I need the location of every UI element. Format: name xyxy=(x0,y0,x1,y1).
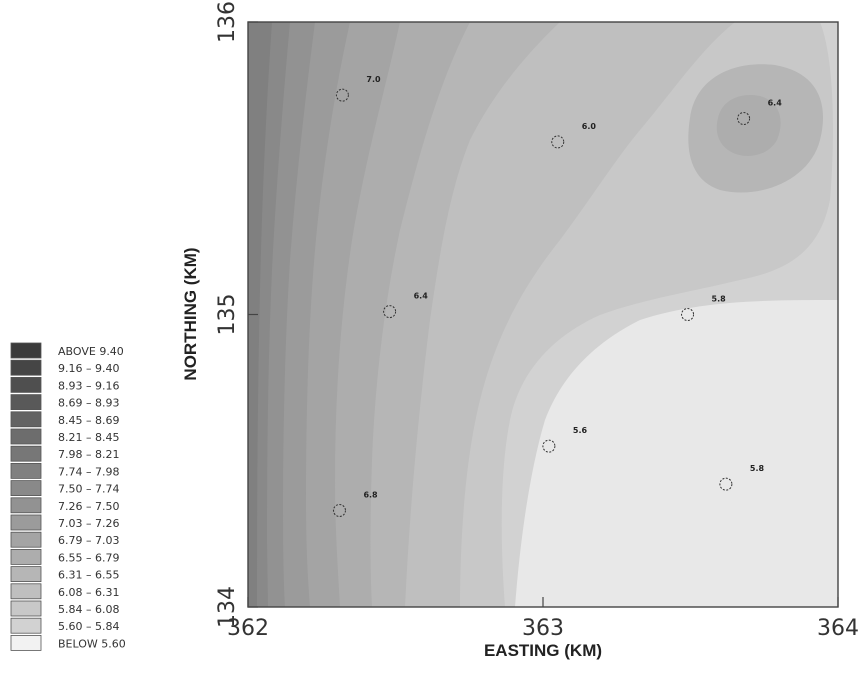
legend-swatch-18 xyxy=(10,635,42,651)
x-axis-title: EASTING (KM) xyxy=(484,641,602,660)
legend-swatch-7 xyxy=(10,445,42,462)
legend-label-7: 7.98 – 8.21 xyxy=(58,448,119,461)
station-marker-1 xyxy=(335,88,349,102)
station-label-6: 5.6 xyxy=(573,426,588,435)
legend-swatch-9 xyxy=(10,480,42,497)
legend-swatch-6 xyxy=(10,428,42,445)
band-fill-7.74-7.98 xyxy=(248,22,272,607)
station-marker-8 xyxy=(332,503,346,517)
legend-label-9: 7.50 – 7.74 xyxy=(58,483,119,496)
legend-label-5: 8.45 – 8.69 xyxy=(58,414,119,427)
y-tick-label-135: 135 xyxy=(215,294,240,336)
band-fill-light-se xyxy=(515,300,838,607)
station-marker-3 xyxy=(551,135,565,149)
y-axis-title: NORTHING (KM) xyxy=(181,247,200,380)
legend-swatch-3 xyxy=(10,376,42,393)
station-label-5: 5.8 xyxy=(712,295,727,304)
legend-label-11: 7.03 – 7.26 xyxy=(58,517,119,530)
legend-label-6: 8.21 – 8.45 xyxy=(58,431,119,444)
legend-swatch-2 xyxy=(10,359,42,376)
legend-swatch-16 xyxy=(10,600,42,617)
legend-swatch-1 xyxy=(10,342,42,359)
x-tick-label-363: 363 xyxy=(522,616,564,641)
plot-area xyxy=(248,22,838,607)
station-marker-4 xyxy=(383,305,397,319)
legend-label-10: 7.26 – 7.50 xyxy=(58,500,119,513)
legend-swatch-5 xyxy=(10,411,42,428)
station-label-7: 5.8 xyxy=(750,464,765,473)
legend-label-13: 6.55 – 6.79 xyxy=(58,551,119,564)
legend-swatch-11 xyxy=(10,514,42,531)
legend-swatch-15 xyxy=(10,583,42,600)
station-marker-2 xyxy=(737,112,751,126)
legend-swatch-17 xyxy=(10,617,42,634)
station-label-4: 6.4 xyxy=(414,292,429,301)
station-marker-7 xyxy=(719,477,733,491)
legend-label-17: 5.60 – 5.84 xyxy=(58,620,119,633)
legend: ABOVE 9.40 9.16 – 9.40 8.93 – 9.16 8.69 – 8… xyxy=(10,342,126,651)
station-label-3: 6.0 xyxy=(582,122,597,131)
legend-swatch-13 xyxy=(10,549,42,565)
station-marker-6 xyxy=(542,439,556,453)
band-fill-ne-higher xyxy=(716,94,781,156)
legend-swatch-14 xyxy=(10,566,42,582)
station-marker-5 xyxy=(681,308,695,321)
legend-swatch-12 xyxy=(10,531,42,548)
legend-swatch-8 xyxy=(10,462,42,479)
legend-label-16: 5.84 – 6.08 xyxy=(58,603,119,616)
legend-swatch-4 xyxy=(10,394,42,411)
legend-label-14: 6.31 – 6.55 xyxy=(58,569,119,582)
legend-label-1: ABOVE 9.40 xyxy=(58,345,124,358)
legend-label-18: BELOW 5.60 xyxy=(58,637,126,650)
x-tick-label-362: 362 xyxy=(227,616,269,641)
station-markers: 7.0 6.4 6.0 6.4 5.8 5.6 5.8 6.8 xyxy=(332,75,783,517)
x-tick-label-364: 364 xyxy=(817,616,859,641)
legend-label-12: 6.79 – 7.03 xyxy=(58,534,119,547)
legend-label-4: 8.69 – 8.93 xyxy=(58,397,119,410)
tick-labels: 362 363 364 134 135 136 xyxy=(215,1,859,641)
legend-swatch-10 xyxy=(10,497,42,514)
legend-label-15: 6.08 – 6.31 xyxy=(58,586,119,599)
station-label-2: 6.4 xyxy=(768,99,783,108)
station-label-8: 6.8 xyxy=(363,490,378,499)
y-tick-label-134: 134 xyxy=(215,586,240,628)
legend-label-3: 8.93 – 9.16 xyxy=(58,379,119,392)
legend-label-8: 7.74 – 7.98 xyxy=(58,465,119,478)
legend-label-2: 9.16 – 9.40 xyxy=(58,362,119,375)
station-label-1: 7.0 xyxy=(366,75,381,84)
y-tick-label-136: 136 xyxy=(215,1,240,43)
axis-ticks xyxy=(247,21,839,608)
